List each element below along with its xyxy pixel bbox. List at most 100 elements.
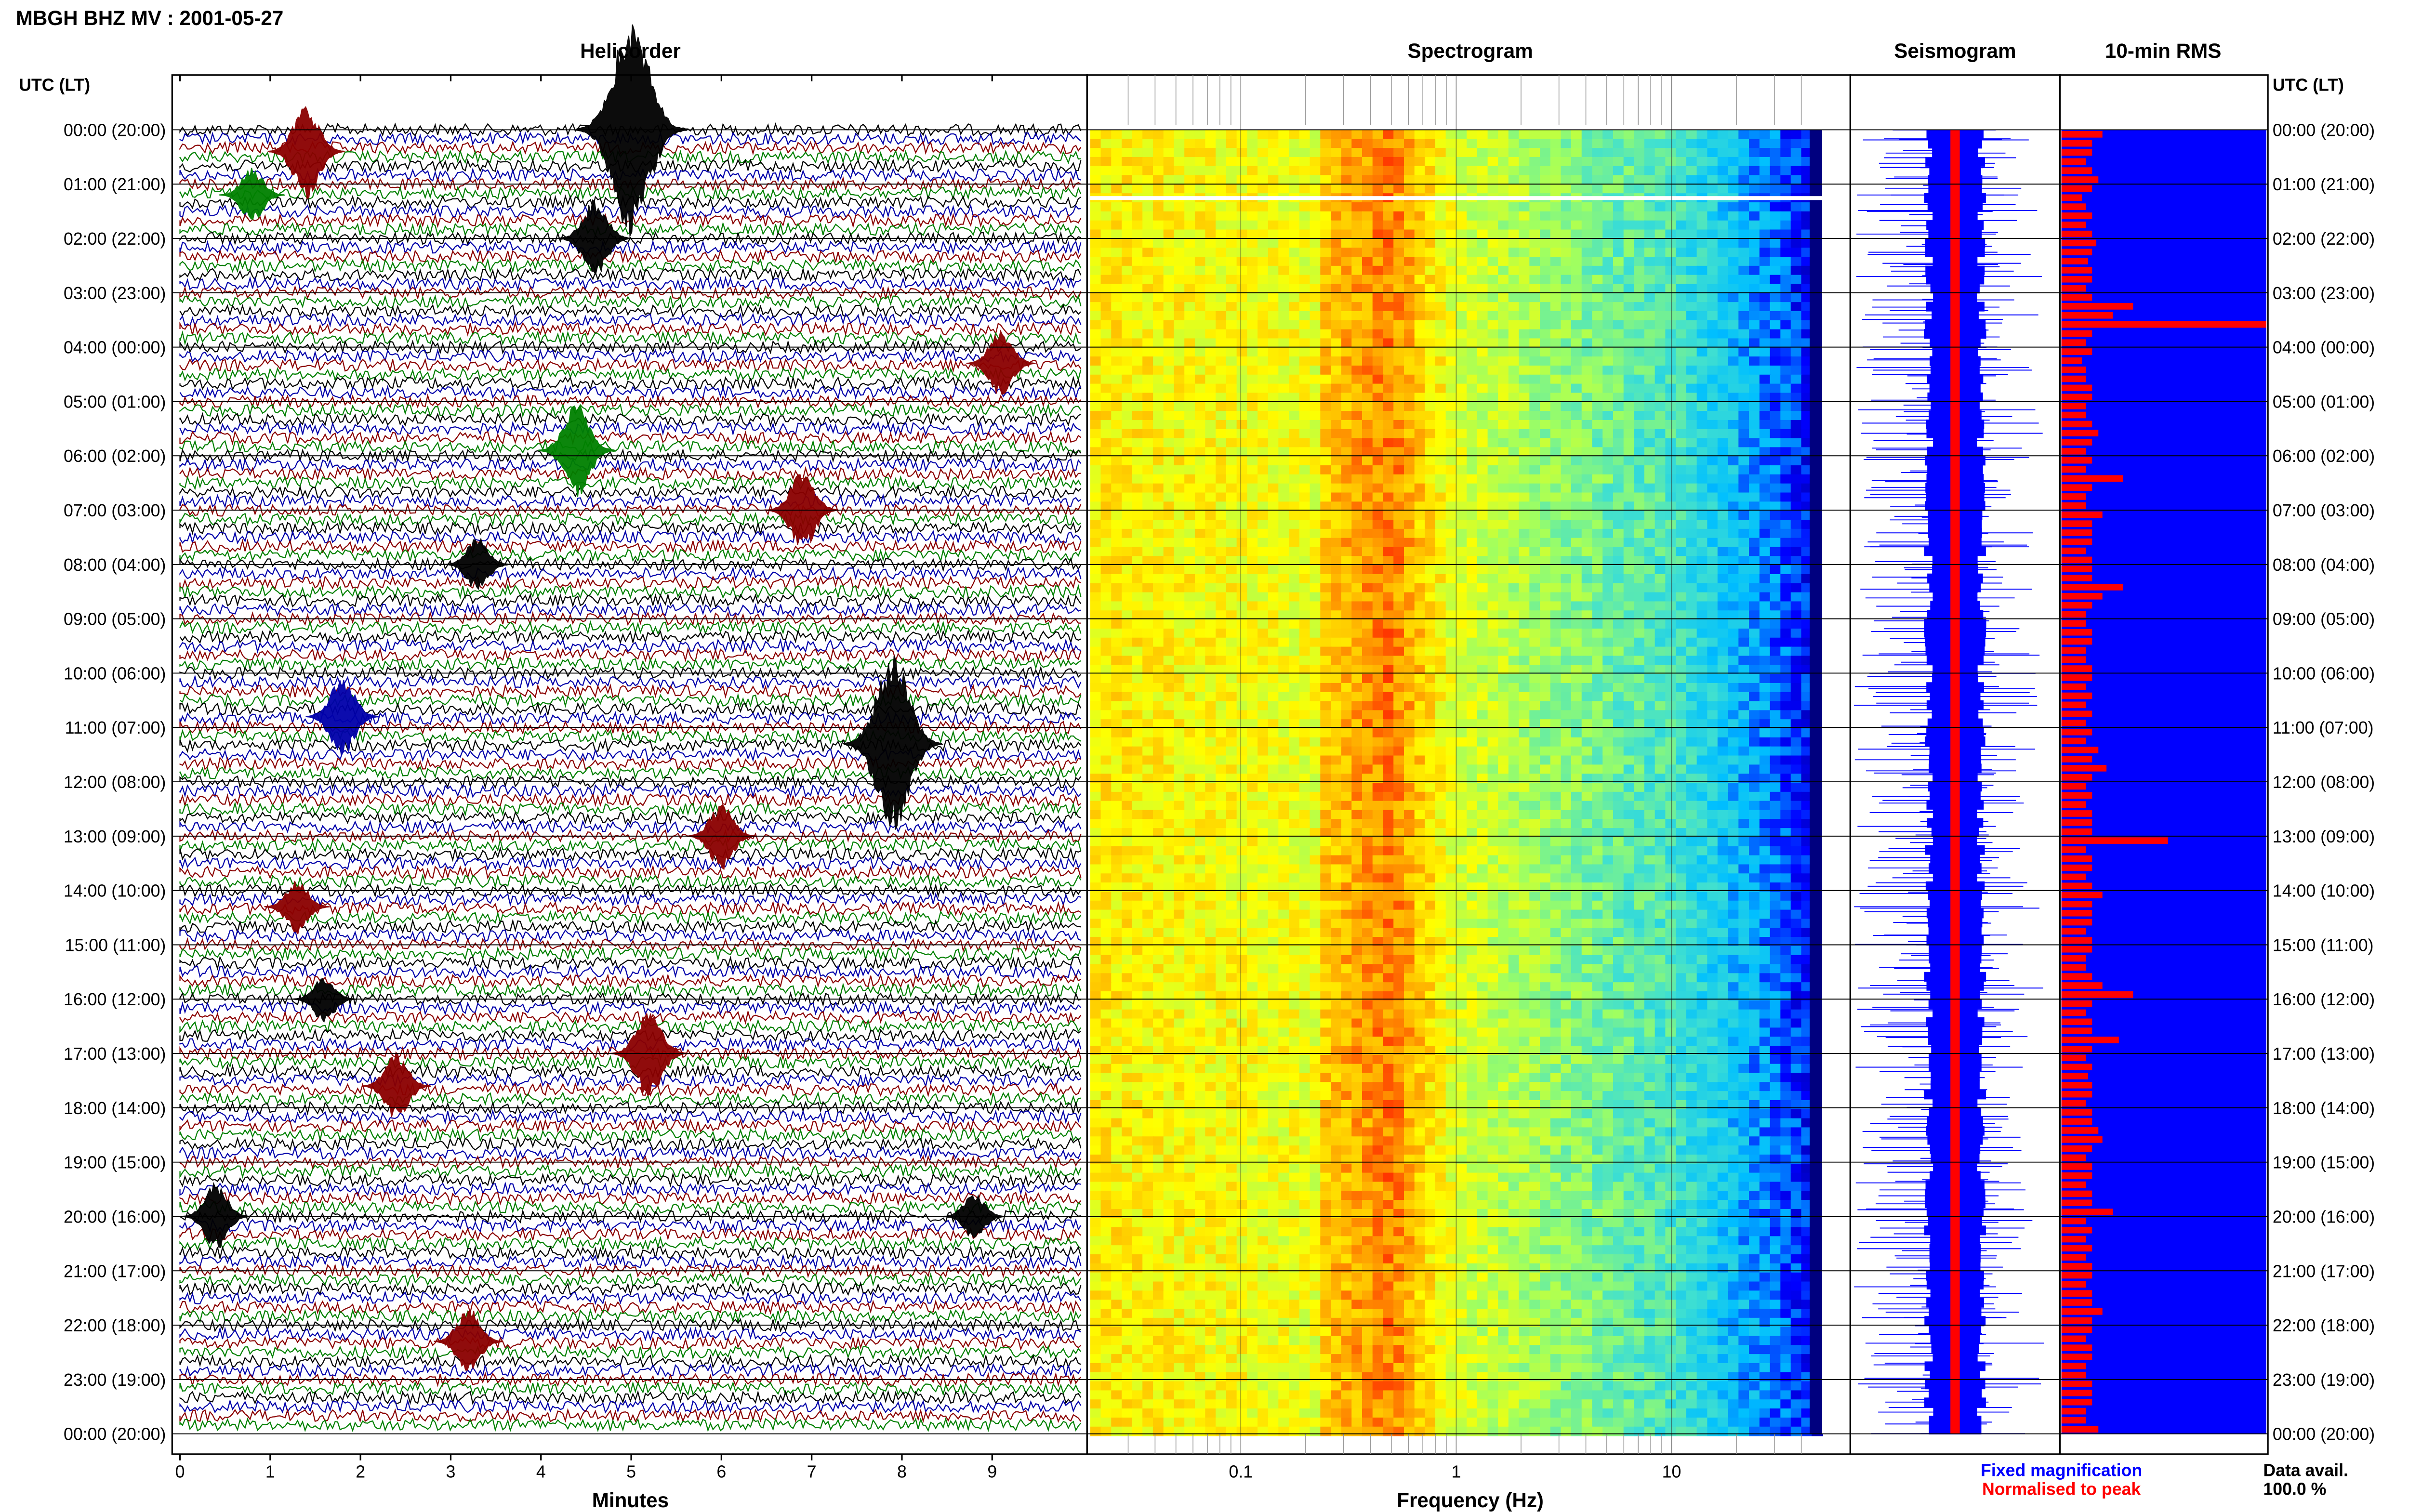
spectrogram-cell xyxy=(1299,556,1311,566)
spectrogram-cell xyxy=(1759,592,1771,602)
spectrogram-cell xyxy=(1152,284,1165,294)
spectrogram-cell xyxy=(1372,438,1384,448)
spectrogram-cell xyxy=(1749,175,1760,185)
spectrogram-cell xyxy=(1351,520,1363,529)
spectrogram-cell xyxy=(1425,365,1436,375)
spectrogram-cell xyxy=(1477,710,1489,720)
spectrogram-cell xyxy=(1487,710,1499,720)
spectrogram-cell xyxy=(1644,737,1656,747)
spectrogram-cell xyxy=(1310,302,1322,312)
spectrogram-cell xyxy=(1100,447,1112,457)
spectrogram-cell xyxy=(1299,456,1311,466)
spectrogram-cell xyxy=(1592,619,1604,629)
spectrogram-cell xyxy=(1613,465,1625,475)
spectrogram-cell xyxy=(1644,411,1656,421)
spectrogram-cell xyxy=(1686,583,1698,593)
spectrogram-cell xyxy=(1644,347,1656,357)
spectrogram-cell xyxy=(1613,365,1625,375)
spectrogram-cell xyxy=(1184,683,1196,693)
spectrogram-cell xyxy=(1152,474,1165,484)
spectrogram-cell xyxy=(1299,619,1311,629)
spectrogram-cell xyxy=(1236,130,1248,140)
spectrogram-cell xyxy=(1581,365,1593,375)
spectrogram-cell xyxy=(1122,456,1133,466)
spectrogram-cell xyxy=(1163,501,1175,512)
spectrogram-cell xyxy=(1717,383,1729,394)
spectrogram-cell xyxy=(1184,583,1196,593)
spectrogram-cell xyxy=(1623,166,1635,176)
spectrogram-cell xyxy=(1686,275,1698,285)
spectrogram-cell xyxy=(1665,710,1677,720)
spectrogram-cell xyxy=(1728,492,1740,502)
spectrogram-cell xyxy=(1623,148,1635,158)
spectrogram-cell xyxy=(1519,429,1531,439)
spectrogram-cell xyxy=(1100,284,1112,294)
spectrogram-cell xyxy=(1216,420,1227,430)
spectrogram-cell xyxy=(1331,293,1342,303)
spectrogram-cell xyxy=(1289,746,1300,756)
spectrogram-cell xyxy=(1749,683,1760,693)
spectrogram-cell xyxy=(1142,411,1154,421)
spectrogram-cell xyxy=(1561,265,1573,276)
spectrogram-cell xyxy=(1634,429,1646,439)
spectrogram-cell xyxy=(1132,338,1144,348)
spectrogram-cell xyxy=(1372,728,1384,738)
spectrogram-cell xyxy=(1780,248,1792,257)
spectrogram-cell xyxy=(1550,338,1562,348)
spectrogram-cell xyxy=(1194,157,1206,167)
spectrogram-cell xyxy=(1383,538,1395,548)
spectrogram-cell xyxy=(1717,284,1729,294)
spectrogram-cell xyxy=(1467,166,1478,176)
spectrogram-cell xyxy=(1299,320,1311,330)
spectrogram-cell xyxy=(1487,646,1499,657)
spectrogram-cell xyxy=(1770,139,1782,149)
spectrogram-cell xyxy=(1540,211,1551,221)
spectrogram-cell xyxy=(1132,501,1144,512)
helicorder-trace xyxy=(179,366,1082,382)
spectrogram-cell xyxy=(1749,511,1760,520)
spectrogram-cell xyxy=(1163,465,1175,475)
spectrogram-cell xyxy=(1696,311,1708,321)
spectrogram-cell xyxy=(1602,229,1614,239)
spectrogram-cell xyxy=(1226,320,1238,330)
spectrogram-cell xyxy=(1351,538,1363,548)
spectrogram-cell xyxy=(1477,628,1489,638)
spectrogram-cell xyxy=(1425,728,1436,738)
spectrogram-cell xyxy=(1257,592,1269,602)
spectrogram-cell xyxy=(1634,402,1646,412)
spectrogram-cell xyxy=(1351,175,1363,185)
spectrogram-cell xyxy=(1142,229,1154,239)
spectrogram-cell xyxy=(1686,356,1698,366)
spectrogram-cell xyxy=(1247,284,1259,294)
spectrogram-cell xyxy=(1780,692,1792,702)
spectrogram-cell xyxy=(1540,374,1551,384)
spectrogram-cell xyxy=(1634,284,1646,294)
spectrogram-cell xyxy=(1477,202,1489,212)
spectrogram-cell xyxy=(1477,229,1489,239)
spectrogram-cell xyxy=(1508,637,1520,647)
spectrogram-cell xyxy=(1403,592,1416,602)
spectrogram-cell xyxy=(1790,674,1802,684)
spectrogram-cell xyxy=(1770,175,1782,185)
spectrogram-cell xyxy=(1634,347,1646,357)
spectrogram-cell xyxy=(1111,683,1123,693)
spectrogram-cell xyxy=(1749,284,1760,294)
spectrogram-cell xyxy=(1362,293,1374,303)
spectrogram-cell xyxy=(1351,402,1363,412)
spectrogram-cell xyxy=(1299,311,1311,321)
spectrogram-cell xyxy=(1341,356,1353,366)
spectrogram-cell xyxy=(1634,483,1646,493)
helicorder-trace xyxy=(179,1064,1082,1079)
spectrogram-cell xyxy=(1152,674,1165,684)
spectrogram-cell xyxy=(1090,710,1102,720)
helicorder-trace xyxy=(179,1417,1082,1433)
spectrogram-cell xyxy=(1278,302,1290,312)
spectrogram-cell xyxy=(1613,665,1625,675)
spectrogram-cell xyxy=(1780,275,1792,285)
spectrogram-cell xyxy=(1707,402,1719,412)
spectrogram-cell xyxy=(1247,238,1259,249)
spectrogram-cell xyxy=(1529,547,1541,557)
spectrogram-cell xyxy=(1550,220,1562,230)
spectrogram-cell xyxy=(1163,628,1175,638)
spectrogram-cell xyxy=(1257,356,1269,366)
